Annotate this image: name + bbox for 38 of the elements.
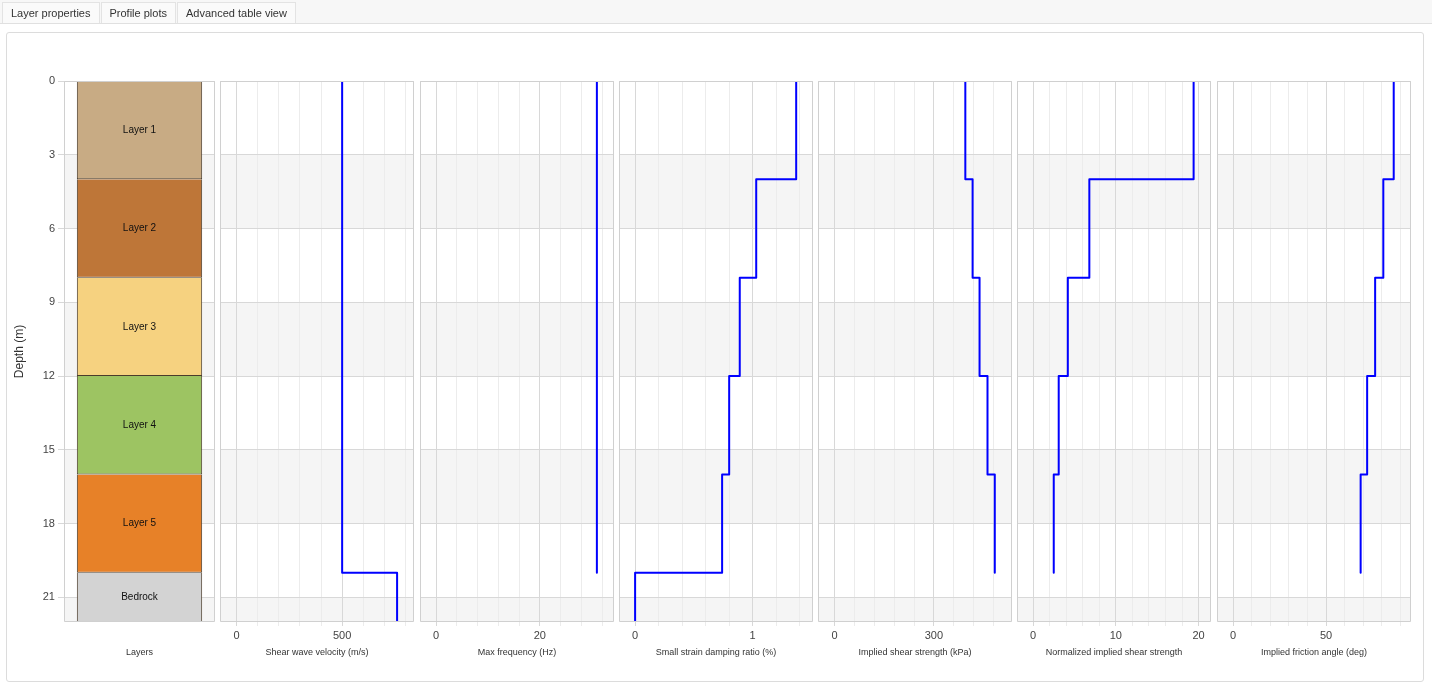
x-axis-title: Shear wave velocity (m/s) [265, 647, 369, 658]
x-tick-label: 0 [433, 628, 440, 641]
x-tick-label: 0 [1029, 628, 1037, 641]
series-label: Layer 3 [122, 320, 157, 332]
series-label: Layer 2 [122, 222, 157, 234]
y-tick-label: 21 [42, 590, 55, 603]
y-tick-label: 9 [48, 295, 55, 308]
x-tick-label: 0 [632, 628, 639, 641]
x-tick-label: 500 [332, 628, 352, 641]
y-tick-label: 0 [48, 74, 55, 87]
x-axis-title: Implied friction angle (deg) [1260, 647, 1368, 658]
text: Layer properties [2, 2, 100, 23]
series-label: Bedrock [121, 591, 159, 603]
x-axis-title: Implied shear strength (kPa) [858, 647, 972, 658]
x-tick-label: 1 [749, 628, 756, 641]
y-tick-label: 6 [48, 221, 55, 234]
y-tick-label: 18 [42, 516, 55, 529]
x-axis-title: Small strain damping ratio (%) [655, 647, 777, 658]
x-tick-label: 10 [1109, 628, 1122, 641]
y-tick-label: 15 [42, 442, 55, 455]
text: Profile plots [100, 2, 176, 23]
x-axis-title: Normalized implied shear strength [1045, 647, 1183, 658]
y-axis-title: Depth (m) [11, 324, 26, 379]
x-tick-label: 0 [1230, 628, 1237, 641]
y-tick-label: 3 [48, 147, 55, 160]
x-tick-label: 0 [233, 628, 240, 641]
series-label: Layer 5 [122, 517, 157, 529]
x-tick-label: 20 [1192, 628, 1205, 641]
x-axis-title: Layers [125, 647, 154, 658]
x-tick-label: 0 [831, 628, 838, 641]
series-label: Layer 4 [122, 419, 157, 431]
text: Advanced table view [176, 2, 296, 23]
series-label: Layer 1 [122, 124, 157, 136]
x-tick-label: 20 [533, 628, 546, 641]
x-tick-label: 300 [924, 628, 944, 641]
x-tick-label: 50 [1319, 628, 1333, 641]
x-axis-title: Max frequency (Hz) [477, 647, 557, 658]
y-tick-label: 12 [42, 369, 55, 382]
